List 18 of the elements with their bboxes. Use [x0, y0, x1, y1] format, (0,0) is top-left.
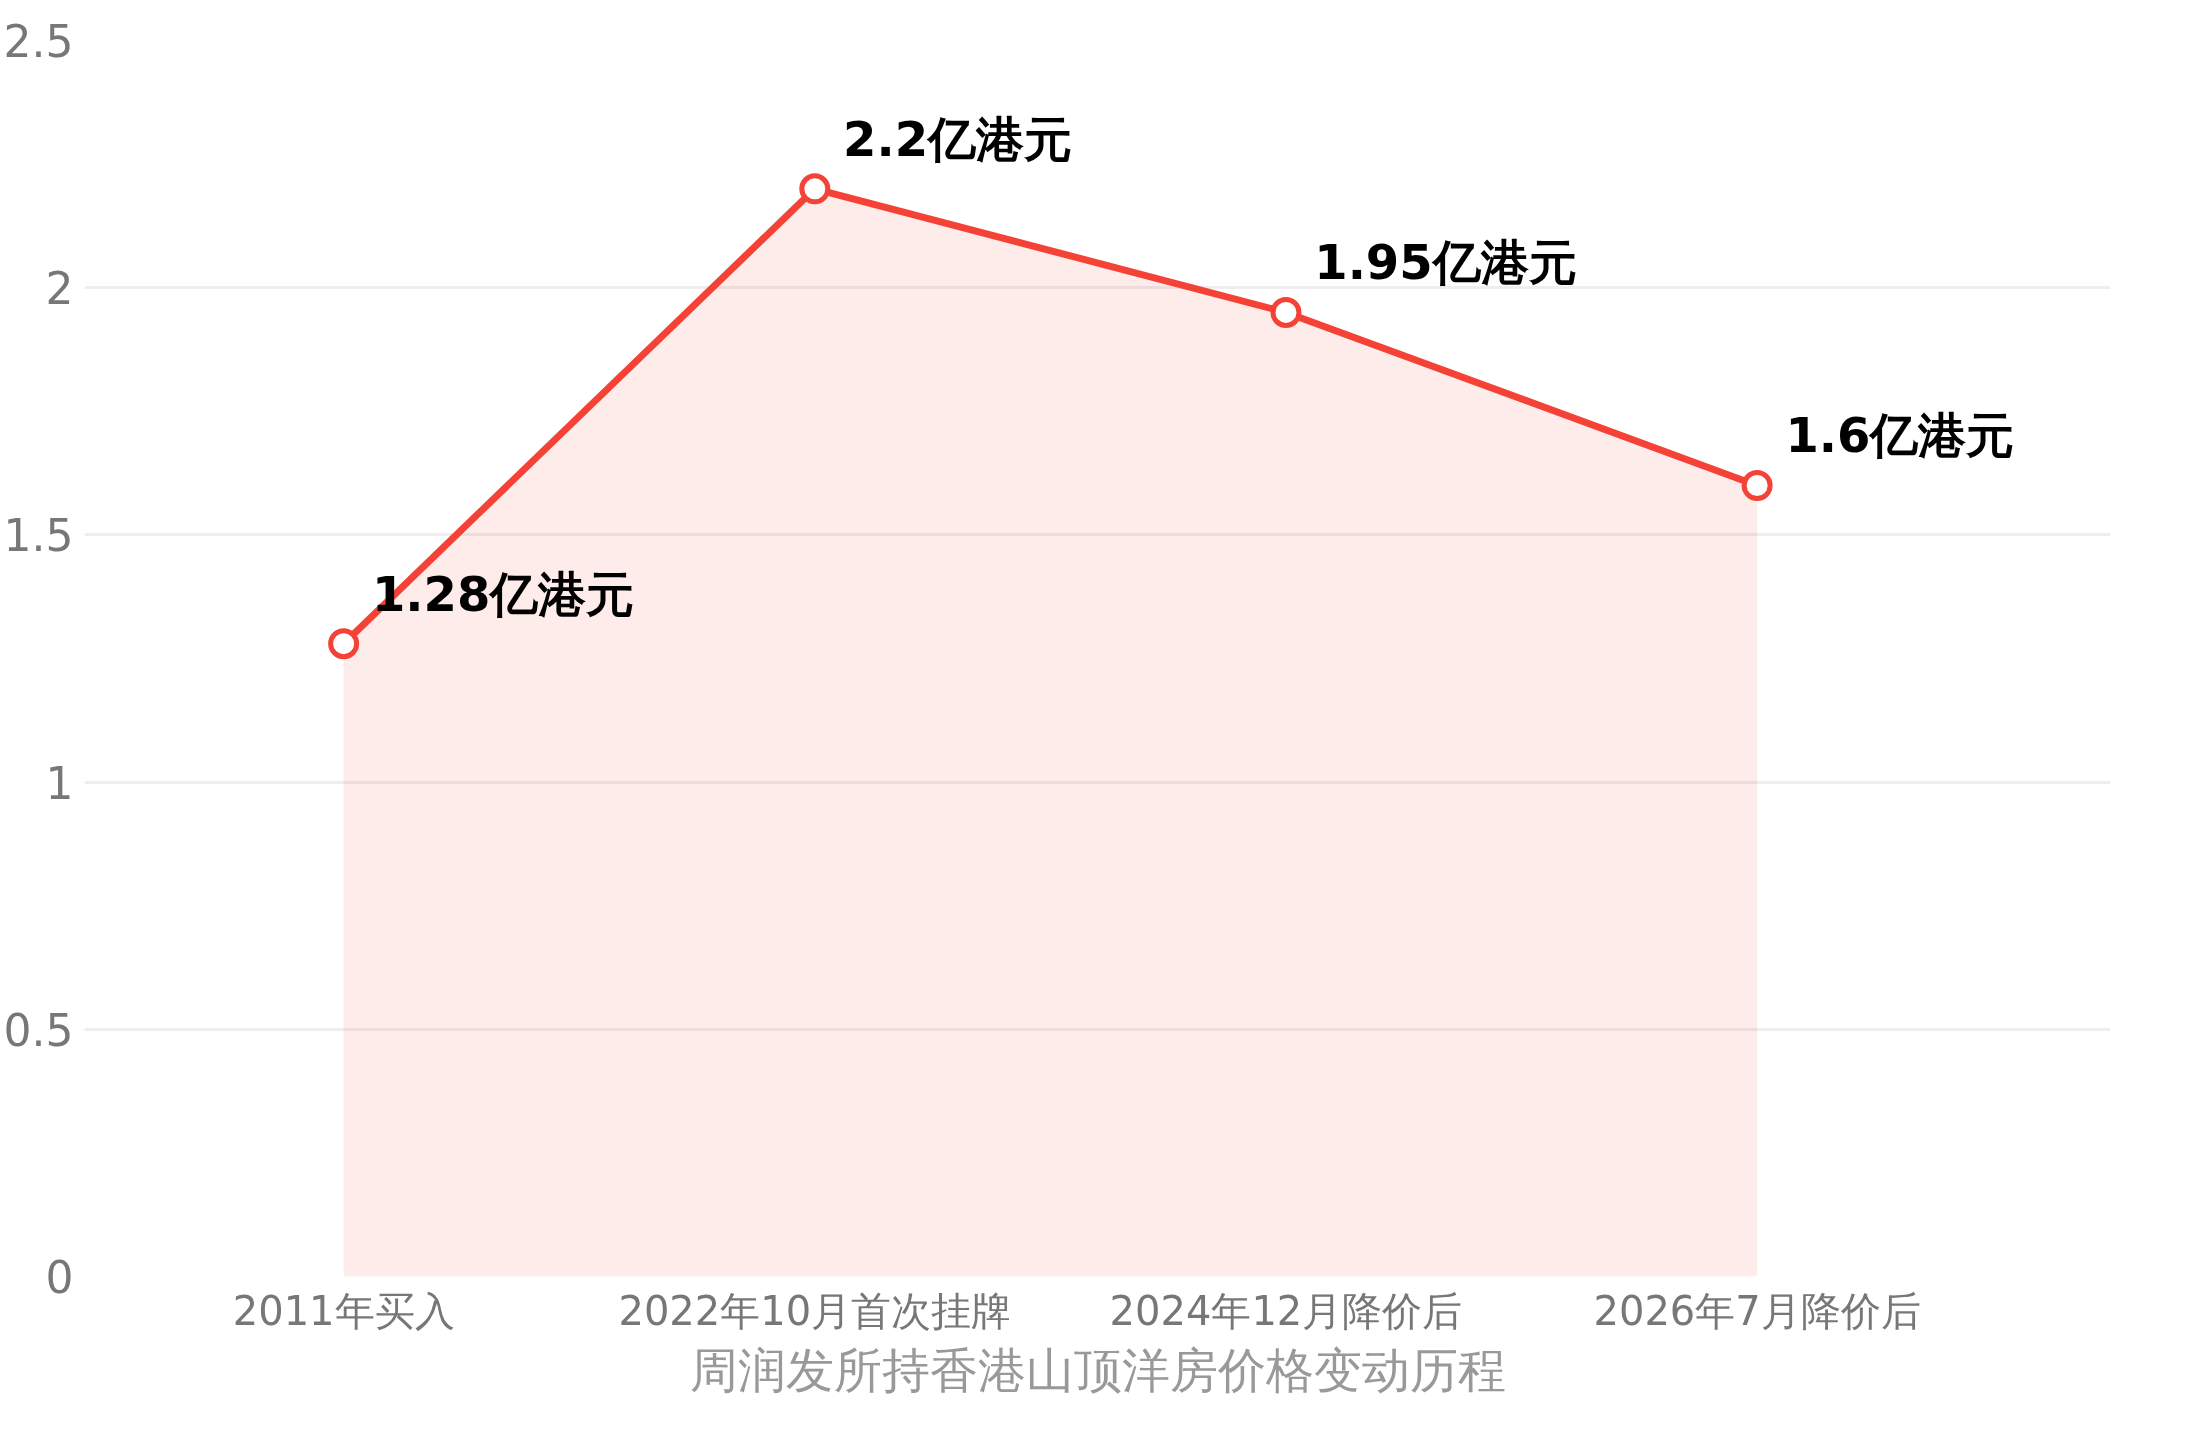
x-tick-label: 2022年10月首次挂牌 — [618, 1287, 1012, 1334]
x-tick-label: 2024年12月降价后 — [1109, 1287, 1463, 1334]
point — [1270, 296, 1302, 328]
data-label: 1.6亿港元 — [1785, 407, 2015, 464]
x-tick-label: 2026年7月降价后 — [1593, 1287, 1921, 1334]
y-tick-label: 0.5 — [3, 1004, 74, 1056]
y-tick-label: 1.5 — [3, 510, 74, 562]
y-tick-label: 2 — [45, 263, 74, 315]
point — [328, 628, 360, 660]
x-tick-label: 2011年买入 — [232, 1287, 455, 1334]
x-axis-title: 周润发所持香港山顶洋房价格变动历程 — [689, 1341, 1506, 1398]
data-label: 1.95亿港元 — [1314, 234, 1577, 291]
y-tick-label: 0 — [45, 1252, 74, 1303]
y-tick-label: 1 — [45, 757, 74, 809]
point — [799, 173, 831, 205]
y-tick-label: 2.5 — [3, 16, 74, 67]
data-label: 2.2亿港元 — [843, 110, 1073, 167]
point — [1741, 469, 1773, 501]
